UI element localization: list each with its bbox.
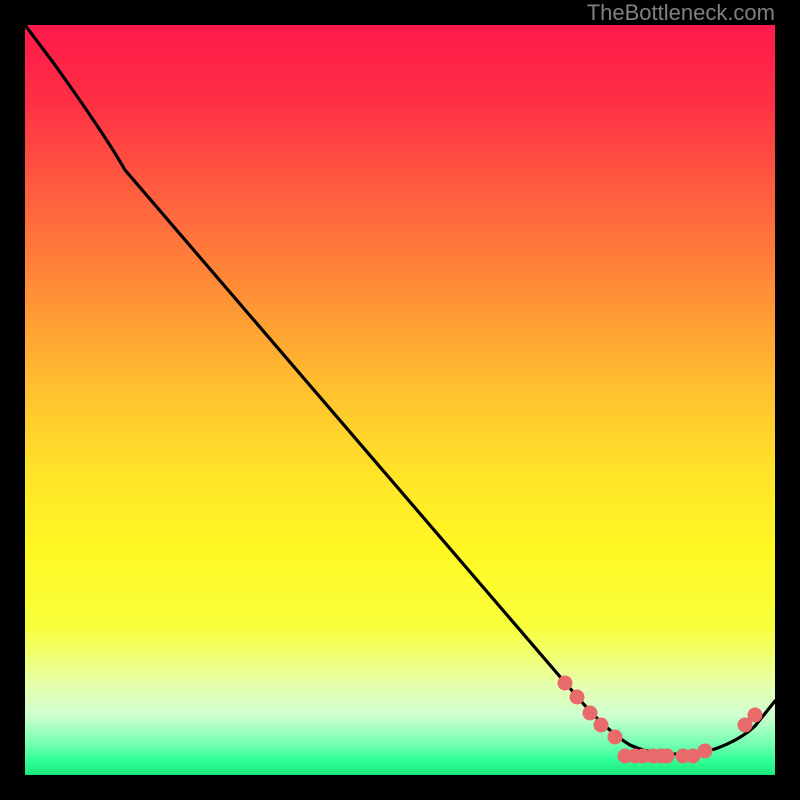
data-marker bbox=[748, 708, 763, 723]
chart-plot-area bbox=[25, 25, 775, 775]
chart-svg bbox=[25, 25, 775, 775]
data-marker bbox=[558, 676, 573, 691]
gradient-background bbox=[25, 25, 775, 775]
data-marker bbox=[698, 744, 713, 759]
data-marker bbox=[608, 730, 623, 745]
data-marker bbox=[660, 749, 675, 764]
data-marker bbox=[583, 706, 598, 721]
data-marker bbox=[570, 690, 585, 705]
watermark-text: TheBottleneck.com bbox=[587, 0, 775, 26]
data-marker bbox=[594, 718, 609, 733]
